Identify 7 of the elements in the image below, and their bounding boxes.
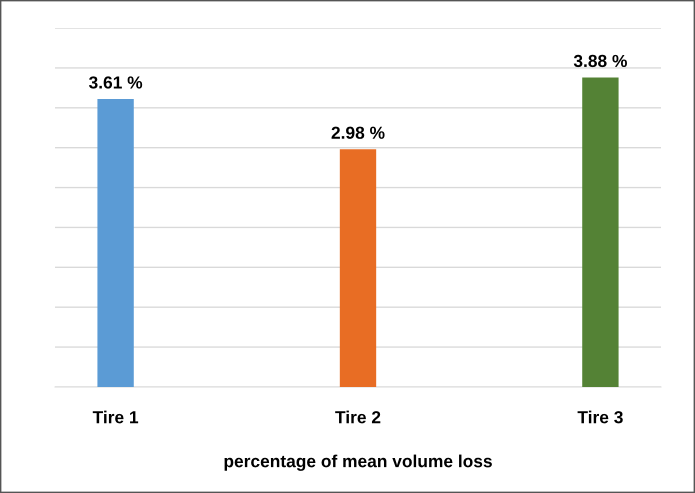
x-tick-label: Tire 3 xyxy=(578,410,623,424)
x-axis-title: percentage of mean volume loss xyxy=(224,454,492,471)
x-tick-label: Tire 1 xyxy=(92,410,138,424)
data-label: 2.98 % xyxy=(332,126,385,139)
data-label: 3.61 % xyxy=(88,76,142,89)
x-tick-label: Tire 2 xyxy=(335,410,380,424)
data-label: 3.88 % xyxy=(574,54,627,68)
